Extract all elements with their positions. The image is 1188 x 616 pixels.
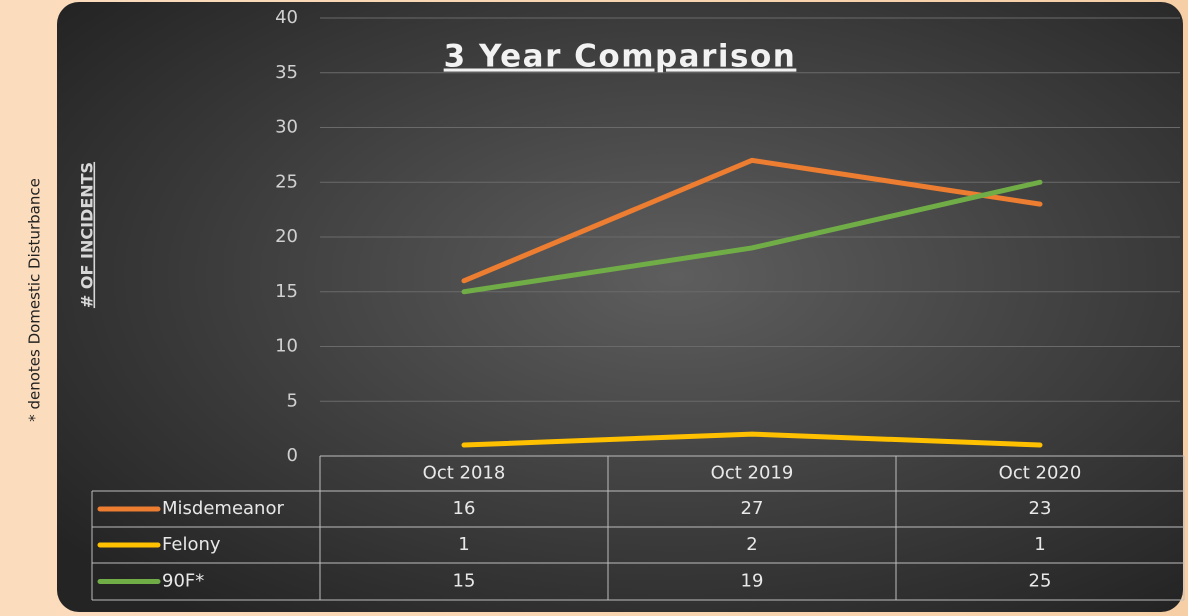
x-tick-label: Oct 2018 — [423, 463, 506, 484]
y-tick-label: 25 — [275, 171, 298, 192]
y-axis-label: # OF INCIDENTS — [78, 162, 97, 308]
plot: 0 5 10 15 20 25 30 35 40 Oct 2018 Oct 2019 Oct 2020… — [91, 7, 1185, 601]
table-cell: 2 — [746, 534, 757, 555]
table-cell: 16 — [453, 498, 476, 519]
series-line — [461, 179, 1043, 295]
y-tick-label: 40 — [275, 7, 298, 28]
series-line — [461, 431, 1043, 448]
chart-title: 3 Year Comparison — [444, 39, 797, 75]
annotation: * denotes Domestic Disturbance — [26, 178, 44, 422]
y-tick-label: 30 — [275, 117, 298, 138]
y-tick-label: 10 — [275, 336, 298, 357]
table-cell: 27 — [741, 498, 764, 519]
x-tick-label: Oct 2019 — [711, 463, 794, 484]
legend-label: 90F* — [162, 571, 204, 592]
series-line — [461, 157, 1043, 284]
table-cell: 1 — [1034, 534, 1045, 555]
y-tick-label: 15 — [275, 281, 298, 302]
y-tick-label: 20 — [275, 226, 298, 247]
table-cell: 25 — [1029, 571, 1052, 592]
x-tick-label: Oct 2020 — [999, 463, 1082, 484]
table-cell: 15 — [453, 571, 476, 592]
legend-label: Misdemeanor — [162, 498, 284, 519]
y-tick-label: 35 — [275, 62, 298, 83]
table-cell: 23 — [1029, 498, 1052, 519]
chart-panel — [57, 2, 1183, 612]
y-tick-label: 5 — [287, 390, 298, 411]
table-cell: 1 — [458, 534, 469, 555]
table-cell: 19 — [741, 571, 764, 592]
y-tick-label: 0 — [287, 445, 298, 466]
legend-label: Felony — [162, 534, 221, 555]
